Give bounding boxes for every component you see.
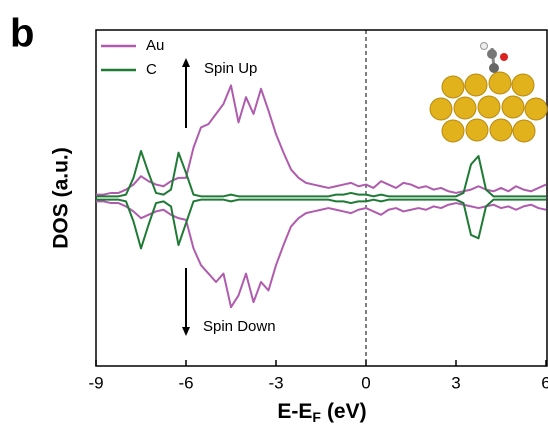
chart: b DOS (a.u.) E-EF(eV) Spin Up Spin Down …: [0, 0, 548, 427]
panel-label: b: [10, 12, 34, 56]
x-tick-label: -6: [178, 373, 193, 392]
dos-line: [96, 200, 546, 249]
x-axis-label: E-EF (eV): [277, 400, 366, 425]
x-tick-label: -9: [88, 373, 103, 392]
x-tick-label: 0: [361, 373, 370, 392]
inset-structure: [430, 43, 547, 143]
legend-label: Au: [146, 37, 164, 54]
x-tick-label: 3: [451, 373, 460, 392]
y-axis-label: DOS (a.u.): [50, 147, 73, 249]
annotation: Spin Up: [204, 60, 257, 77]
arrow-head: [182, 327, 190, 336]
x-tick-label: 6: [541, 373, 548, 392]
annotation: Spin Down: [203, 318, 276, 335]
dos-line: [96, 201, 546, 307]
page: b DOS (a.u.) E-EF(eV) Spin Up Spin Down …: [0, 0, 548, 427]
x-tick-label: -3: [268, 373, 283, 392]
dos-line: [96, 151, 546, 196]
legend-label: C: [146, 61, 157, 78]
arrow-head: [182, 58, 190, 67]
x-label-unit: (eV): [327, 400, 367, 423]
x-label-sub: F: [312, 409, 321, 425]
x-label-main: E-E: [277, 400, 312, 423]
